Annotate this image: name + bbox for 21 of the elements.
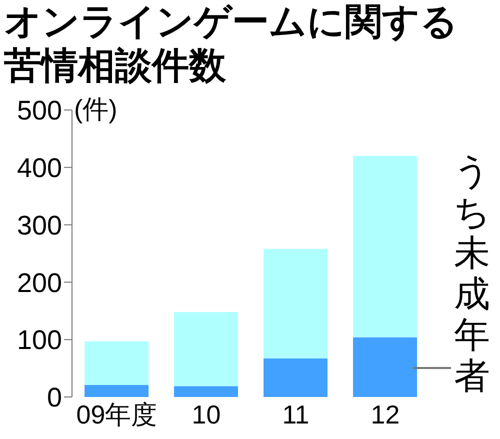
- y-axis-title: (件): [74, 93, 118, 126]
- y-tick-label: 100: [16, 325, 62, 356]
- y-tick-label: 0: [46, 382, 62, 413]
- y-tick-label: 400: [16, 152, 62, 183]
- y-tick-label: 200: [16, 268, 62, 298]
- x-tick-label: 12: [370, 399, 400, 430]
- x-tick-label: 10: [192, 399, 221, 430]
- bar: [174, 312, 238, 386]
- bar: [84, 384, 149, 397]
- series-label: うち未成年者: [452, 150, 492, 396]
- x-tick-label: 11: [282, 399, 310, 430]
- y-tick-label: 500: [16, 96, 62, 126]
- bar: [174, 386, 238, 397]
- bar: [353, 156, 418, 338]
- y-tick-label: 300: [16, 210, 62, 240]
- bar: [353, 337, 418, 397]
- bar: [264, 358, 328, 397]
- x-tick-label: 09年度: [76, 399, 158, 430]
- chart-title: オンラインゲームに関する苦情相談件数: [4, 0, 459, 88]
- bar: [264, 248, 328, 359]
- bar: [84, 341, 149, 385]
